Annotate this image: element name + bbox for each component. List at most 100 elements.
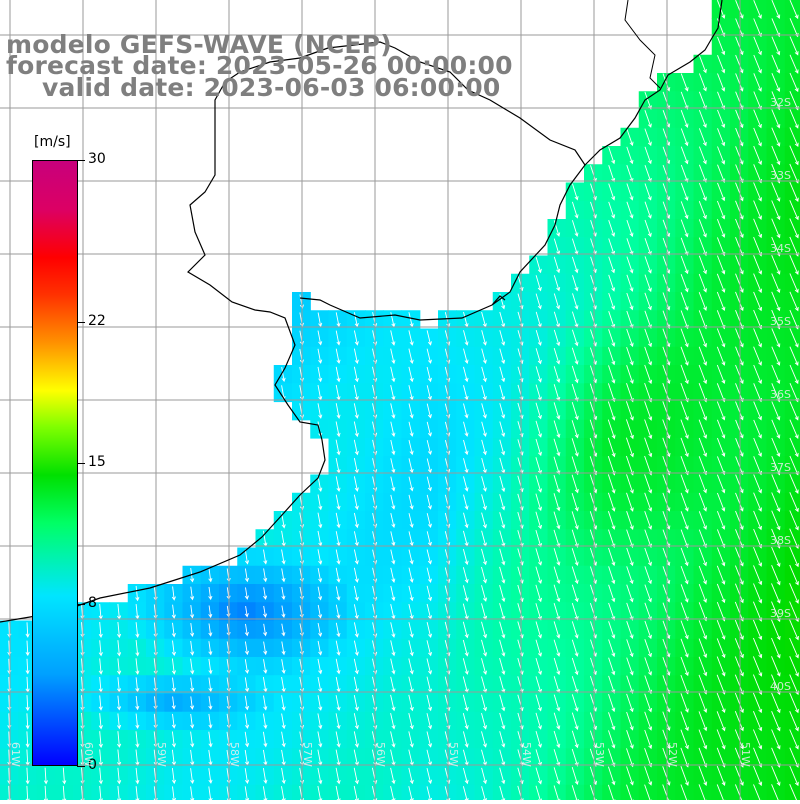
- wind-arrow: [335, 567, 341, 583]
- wind-arrow: [753, 182, 762, 202]
- latitude-label: 35S: [770, 315, 791, 328]
- wind-arrow: [789, 346, 799, 366]
- wind-arrow: [771, 656, 781, 677]
- wind-arrow: [680, 164, 689, 183]
- wind-arrow: [281, 367, 286, 383]
- wind-arrow: [553, 548, 561, 566]
- wind-arrow: [698, 273, 707, 293]
- wind-arrow: [481, 548, 487, 566]
- wind-arrow: [717, 146, 726, 165]
- wind-arrow: [208, 605, 213, 619]
- wind-arrow: [753, 328, 762, 348]
- wind-arrow: [462, 585, 469, 602]
- wind-arrow: [771, 273, 781, 294]
- wind-arrow: [208, 568, 213, 583]
- wind-arrow: [753, 547, 763, 567]
- wind-arrow: [571, 511, 579, 530]
- wind-arrow: [771, 692, 781, 714]
- wind-arrow: [771, 36, 781, 56]
- wind-arrow: [698, 620, 708, 640]
- wind-arrow: [735, 182, 744, 202]
- wind-arrow: [717, 91, 726, 110]
- wind-arrow: [607, 474, 616, 494]
- wind-arrow: [553, 493, 561, 512]
- wind-arrow: [716, 656, 726, 677]
- wind-arrow: [281, 623, 286, 637]
- wind-arrow: [662, 711, 671, 731]
- wind-arrow: [680, 419, 689, 439]
- wind-arrow: [135, 622, 140, 639]
- wind-arrow: [662, 401, 671, 421]
- wind-arrow: [135, 731, 140, 748]
- wind-arrow: [553, 402, 561, 420]
- wind-arrow: [263, 695, 268, 711]
- wind-arrow: [481, 585, 488, 602]
- wind-arrow: [317, 767, 323, 785]
- wind-arrow: [716, 583, 726, 604]
- wind-arrow: [716, 492, 726, 512]
- wind-arrow: [353, 421, 359, 438]
- wind-arrow: [698, 164, 707, 183]
- wind-arrow: [680, 437, 689, 458]
- wind-arrow: [190, 586, 195, 601]
- wind-arrow: [698, 419, 708, 439]
- wind-arrow: [572, 293, 579, 310]
- wind-arrow: [753, 291, 763, 312]
- wind-arrow: [426, 403, 432, 419]
- wind-arrow: [499, 548, 506, 566]
- wind-arrow: [390, 640, 396, 657]
- wind-arrow: [626, 146, 634, 165]
- wind-arrow: [426, 476, 432, 492]
- wind-arrow: [644, 584, 652, 603]
- wind-arrow: [680, 183, 689, 201]
- wind-arrow: [680, 474, 689, 494]
- wind-arrow: [98, 658, 103, 675]
- wind-arrow: [535, 639, 542, 657]
- wind-arrow: [353, 695, 359, 712]
- wind-arrow: [771, 583, 781, 604]
- wind-arrow: [390, 567, 396, 583]
- wind-arrow: [335, 713, 341, 730]
- wind-arrow: [353, 439, 359, 456]
- wind-arrow: [317, 658, 323, 675]
- wind-arrow: [135, 677, 140, 693]
- wind-arrow: [789, 729, 799, 750]
- wind-arrow: [698, 91, 707, 110]
- wind-arrow: [698, 692, 708, 713]
- wind-arrow: [335, 439, 341, 456]
- colorbar-tick-label: 8: [88, 595, 97, 612]
- wind-arrow: [698, 255, 707, 275]
- wind-arrow: [626, 219, 634, 238]
- wind-arrow: [716, 346, 726, 366]
- wind-arrow: [553, 529, 561, 548]
- speed-cell: [784, 200, 800, 220]
- wind-arrow: [735, 492, 744, 512]
- colorbar-tick-label: 30: [88, 151, 106, 167]
- wind-arrow: [608, 365, 616, 384]
- wind-arrow: [571, 420, 579, 439]
- wind-arrow: [608, 602, 616, 621]
- wind-arrow: [680, 110, 689, 128]
- speed-cell: [784, 657, 800, 676]
- wind-arrow: [608, 256, 616, 274]
- wind-arrow: [281, 587, 286, 601]
- wind-arrow: [262, 713, 268, 730]
- wind-arrow: [571, 602, 579, 621]
- wind-arrow: [208, 658, 213, 675]
- wind-arrow: [716, 547, 726, 567]
- wind-arrow: [753, 200, 762, 220]
- wind-arrow: [244, 731, 250, 748]
- wind-arrow: [426, 621, 433, 639]
- wind-arrow: [463, 403, 469, 419]
- wind-arrow: [571, 438, 579, 457]
- wind-arrow: [353, 403, 359, 419]
- wind-arrow: [626, 730, 634, 749]
- wind-arrow: [680, 729, 689, 750]
- wind-arrow: [680, 91, 689, 110]
- speed-cell: [328, 784, 348, 804]
- wind-arrow: [644, 511, 653, 530]
- wind-arrow: [789, 510, 799, 531]
- wind-arrow: [462, 712, 469, 730]
- coastline: [0, 0, 723, 623]
- wind-arrow: [571, 347, 579, 365]
